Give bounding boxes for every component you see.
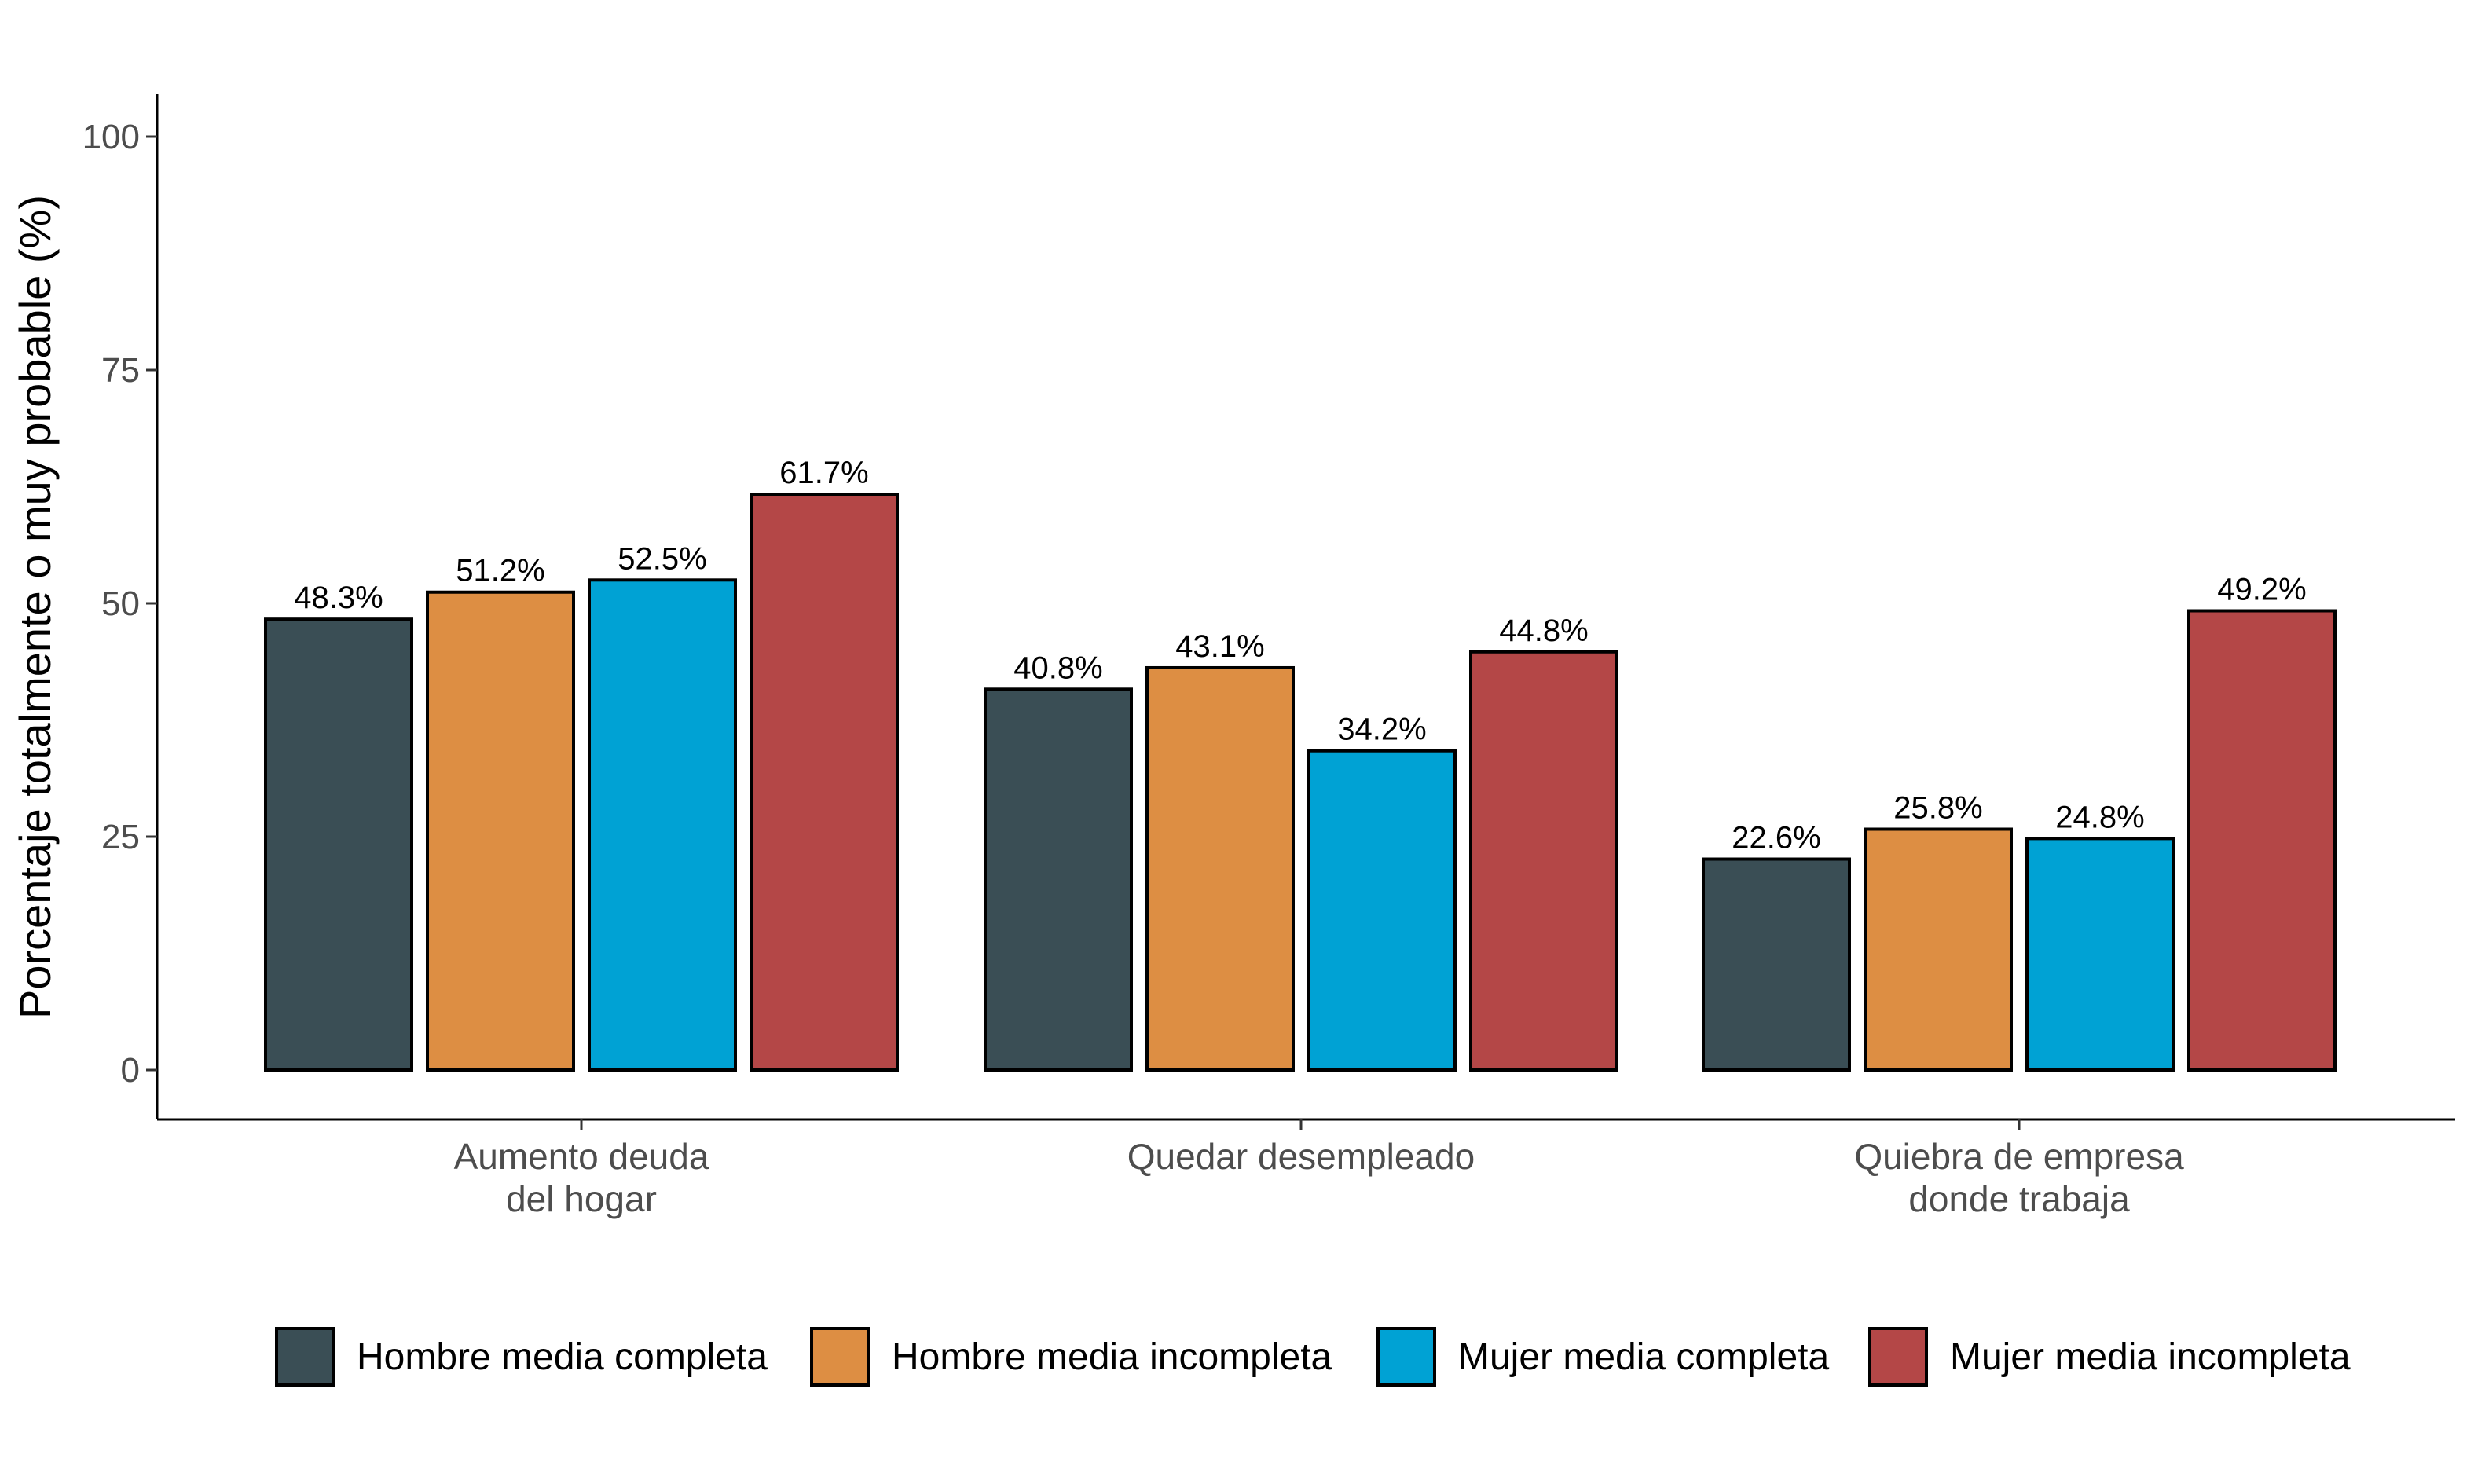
bar [984,687,1133,1072]
legend-label: Hombre media completa [357,1336,768,1378]
bar [1864,827,2013,1072]
x-tick-label-line: del hogar [506,1178,657,1219]
data-labels-group: 48.3% 51.2% 52.5% 61.7% 40.8% 43.1% 34.2% 44.8%… [294,456,2306,856]
data-label: 61.7% [779,456,868,490]
bars-group [264,493,2337,1072]
bar [2025,837,2175,1072]
legend-key [1868,1327,1928,1387]
bar [264,617,413,1072]
data-label: 51.2% [456,554,544,588]
bar [1702,857,1851,1072]
bar [750,493,899,1072]
bar [1145,665,1295,1072]
legend-label: Mujer media incompleta [1950,1336,2351,1378]
x-tick-label: Quiebra de empresa donde trabaja [1854,1136,2184,1219]
x-tick-label-line: Aumento deuda [454,1136,709,1177]
y-axis: 0 25 50 75 100 Porcentaje totalmente o muy pr… [10,94,159,1119]
legend-key [1376,1327,1436,1387]
x-tick-label-line: Quedar desempleado [1127,1136,1475,1177]
legend-key [810,1327,870,1387]
x-tick-label: Aumento deuda del hogar [454,1136,709,1219]
legend-label: Hombre media incompleta [892,1336,1332,1378]
bar [2187,609,2337,1072]
data-label: 34.2% [1337,713,1426,747]
data-label: 52.5% [618,541,706,576]
x-axis: Aumento deuda del hogar Quedar desempleado… [157,1118,2455,1219]
data-label: 40.8% [1013,650,1102,685]
y-tick-label: 25 [101,818,140,856]
data-label: 22.6% [1732,821,1820,856]
data-label: 24.8% [2055,800,2144,834]
legend: Hombre media completa Hombre media incomp… [275,1327,2351,1387]
bar [1469,650,1618,1072]
legend-label: Mujer media completa [1458,1336,1830,1378]
legend-key [275,1327,335,1387]
x-tick-label-line: donde trabaja [1908,1178,2130,1219]
y-tick-label: 0 [121,1051,140,1090]
bar [588,578,737,1072]
data-label: 44.8% [1499,614,1588,648]
data-label: 43.1% [1175,629,1264,664]
y-tick-label: 50 [101,584,140,623]
y-tick-label: 100 [82,118,140,156]
data-label: 49.2% [2217,573,2306,607]
data-label: 25.8% [1893,790,1982,825]
x-tick-label: Quedar desempleado [1127,1136,1475,1177]
data-label: 48.3% [294,581,383,615]
x-tick-label-line: Quiebra de empresa [1854,1136,2184,1177]
bar [426,590,575,1072]
y-axis-title: Porcentaje totalmente o muy probable (%) [10,195,60,1019]
bar [1307,749,1457,1072]
y-tick-label: 75 [101,351,140,390]
